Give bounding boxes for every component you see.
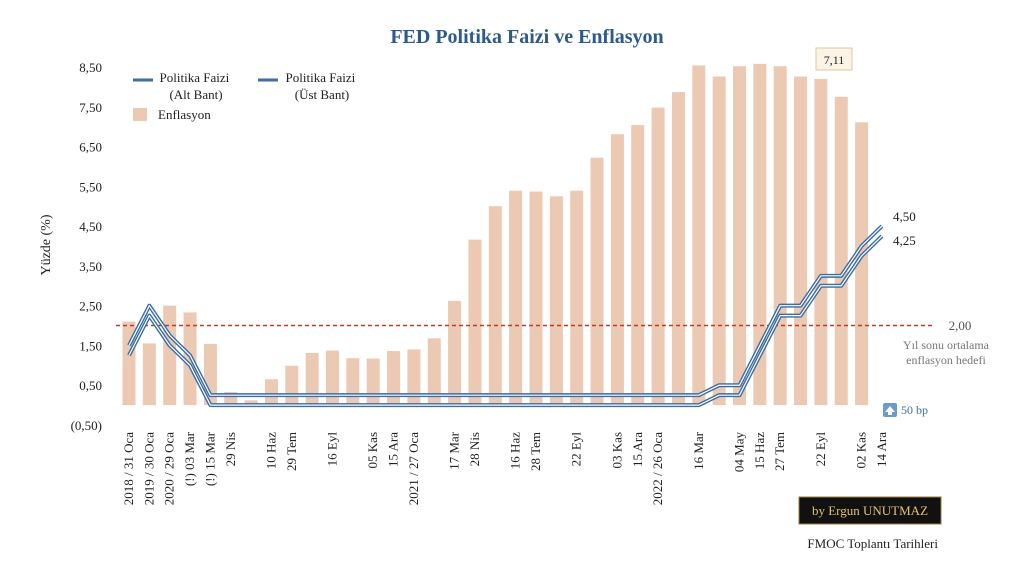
- inflation-bar: [163, 305, 177, 406]
- inflation-bar: [509, 190, 523, 406]
- inflation-bar: [285, 365, 299, 406]
- inflation-bar: [244, 400, 258, 406]
- y-tick-label: 5,50: [79, 179, 102, 194]
- inflation-bar: [346, 358, 360, 406]
- legend: Politika Faizi (Alt Bant) Politika Faizi…: [133, 70, 359, 122]
- inflation-bar: [529, 191, 543, 406]
- inflation-bar: [366, 358, 380, 406]
- inflation-bar: [305, 353, 319, 406]
- credit-box: by Ergun UNUTMAZ: [798, 496, 942, 525]
- x-tick-label: 14 Ara: [874, 432, 889, 467]
- last-inflation-label: 7,11: [824, 53, 845, 67]
- inflation-bar: [610, 134, 624, 406]
- x-tick-label: 15 Ara: [386, 432, 401, 467]
- x-tick-label: 2018 / 31 Oca: [121, 432, 136, 506]
- y-tick-label: 2,50: [79, 299, 102, 314]
- x-tick-label: 15 Ara: [630, 432, 645, 467]
- x-tick-label: 05 Kas: [365, 432, 380, 468]
- bp-label: 50 bp: [901, 403, 928, 417]
- x-tick-label: 2019 / 30 Oca: [141, 432, 156, 506]
- inflation-bar: [773, 66, 787, 406]
- credit-text: by Ergun UNUTMAZ: [812, 503, 928, 518]
- inflation-bar: [427, 338, 441, 406]
- inflation-bar: [712, 76, 726, 406]
- x-tick-label: 2020 / 29 Oca: [162, 432, 177, 506]
- legend-upper-label: Politika Faizi (Üst Bant): [286, 70, 359, 102]
- inflation-bar: [692, 65, 706, 406]
- x-tick-label: (!) 03 Mar: [182, 431, 197, 486]
- inflation-bar: [814, 78, 828, 406]
- y-axis-label: Yüzde (%): [39, 214, 54, 275]
- x-tick-label: 15 Haz: [752, 432, 767, 469]
- y-tick-label: 4,50: [79, 219, 102, 234]
- inflation-bar: [753, 63, 767, 406]
- legend-bars-label: Enflasyon: [158, 107, 211, 122]
- x-tick-label: 16 Mar: [691, 431, 706, 470]
- inflation-bar: [448, 300, 462, 406]
- y-tick-label: 3,50: [79, 259, 102, 274]
- x-tick-label: 2022 / 26 Oca: [650, 432, 665, 506]
- inflation-bar: [549, 196, 563, 406]
- lower-band-line-highlight: [128, 235, 883, 406]
- y-tick-label: 0,50: [79, 378, 102, 393]
- legend-bars-swatch: [133, 108, 147, 121]
- x-axis-label: FMOC Toplantı Tarihleri: [807, 536, 938, 551]
- inflation-bar: [631, 125, 645, 406]
- y-tick-label: 1,50: [79, 338, 102, 353]
- x-tick-label: 29 Tem: [284, 432, 299, 471]
- inflation-bar: [570, 190, 584, 406]
- x-tick-label: 27 Tem: [772, 432, 787, 471]
- inflation-bar: [671, 92, 685, 406]
- x-tick-label: (!) 15 Mar: [202, 431, 217, 486]
- inflation-bar: [407, 349, 421, 406]
- x-tick-label: 28 Nis: [467, 432, 482, 466]
- inflation-bar: [794, 76, 808, 406]
- upper-band-line: [127, 224, 884, 398]
- y-tick-label: 8,50: [79, 60, 102, 75]
- x-tick-label: 22 Eyl: [569, 432, 584, 467]
- inflation-bar: [326, 350, 339, 406]
- last-inflation-callout: 7,11: [815, 47, 853, 71]
- x-tick-label: 16 Eyl: [325, 432, 340, 467]
- inflation-bar: [142, 343, 156, 406]
- upper-band-line-highlight: [128, 225, 883, 396]
- inflation-bar: [488, 206, 502, 406]
- target-note-line2: enflasyon hedefi: [906, 353, 986, 367]
- bp-marker: 50 bp: [883, 403, 928, 417]
- lower-band-end-label: 4,25: [893, 233, 916, 248]
- target-value-label: 2,00: [949, 318, 972, 333]
- lower-band-line: [127, 234, 884, 408]
- x-tick-label: 17 Mar: [447, 431, 462, 470]
- inflation-bar: [264, 379, 278, 406]
- x-tick-label: 22 Eyl: [813, 432, 828, 467]
- inflation-bar: [834, 96, 848, 406]
- x-tick-label: 28 Tem: [528, 432, 543, 471]
- legend-lower-label: Politika Faizi (Alt Bant): [160, 70, 233, 102]
- y-tick-label: 7,50: [79, 100, 102, 115]
- y-tick-label: (0,50): [71, 418, 102, 433]
- x-tick-label: 2021 / 27 Oca: [406, 432, 421, 506]
- inflation-bar: [468, 239, 482, 406]
- x-tick-label: 04 May: [732, 432, 747, 473]
- x-tick-label: 29 Nis: [223, 432, 238, 466]
- chart-title: FED Politika Faizi ve Enflasyon: [390, 26, 663, 48]
- x-tick-label: 03 Kas: [609, 432, 624, 468]
- inflation-bar: [590, 157, 604, 406]
- inflation-bar: [733, 66, 746, 406]
- inflation-bar: [651, 107, 665, 406]
- x-tick-label: 16 Haz: [508, 432, 523, 469]
- inflation-bar: [855, 122, 869, 406]
- inflation-bar: [387, 351, 401, 406]
- upper-band-end-label: 4,50: [893, 209, 916, 224]
- y-tick-label: 6,50: [79, 140, 102, 155]
- x-tick-label: 02 Kas: [854, 432, 869, 468]
- x-tick-label: 10 Haz: [263, 432, 278, 469]
- target-note-line1: Yıl sonu ortalama: [903, 338, 990, 352]
